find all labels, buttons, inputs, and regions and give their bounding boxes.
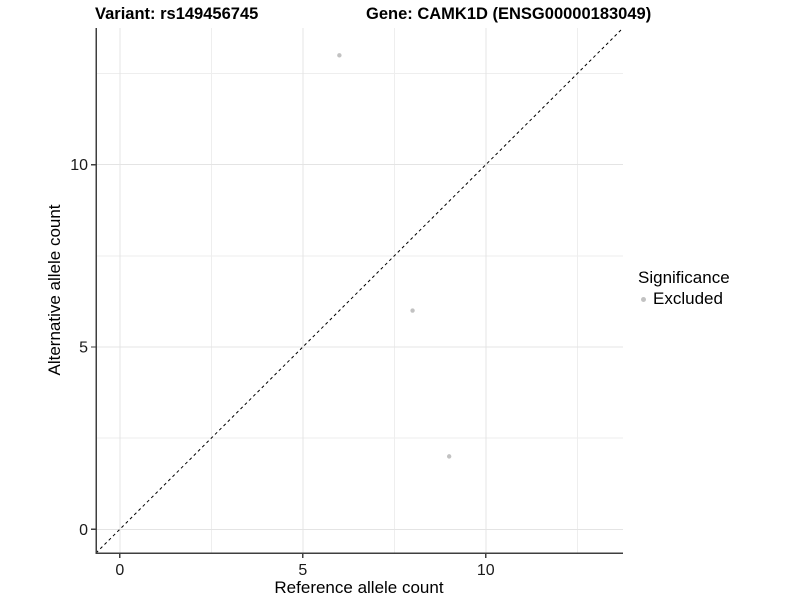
legend-item-label: Excluded	[653, 289, 723, 308]
y-axis-title: Alternative allele count	[45, 204, 64, 375]
identity-dashed-line	[95, 27, 624, 554]
axis-lines-and-ticks	[91, 28, 623, 558]
legend-title: Significance	[638, 268, 730, 287]
variant-title: Variant: rs149456745	[95, 5, 259, 23]
minor-gridlines	[96, 28, 623, 553]
tick-labels: 0 5 10 0 5 10	[70, 157, 495, 579]
legend: Significance Excluded	[638, 268, 730, 309]
x-axis-title: Reference allele count	[274, 578, 443, 597]
legend-item-excluded: Excluded	[638, 289, 730, 309]
svg-text:10: 10	[477, 562, 495, 579]
gene-title: Gene: CAMK1D (ENSG00000183049)	[366, 5, 652, 23]
svg-text:5: 5	[298, 562, 307, 579]
svg-text:10: 10	[70, 157, 88, 174]
data-points	[337, 53, 452, 459]
svg-text:5: 5	[79, 340, 88, 357]
major-gridlines	[96, 28, 623, 553]
svg-text:0: 0	[79, 522, 88, 539]
svg-text:0: 0	[115, 562, 124, 579]
legend-point-icon	[641, 296, 646, 302]
